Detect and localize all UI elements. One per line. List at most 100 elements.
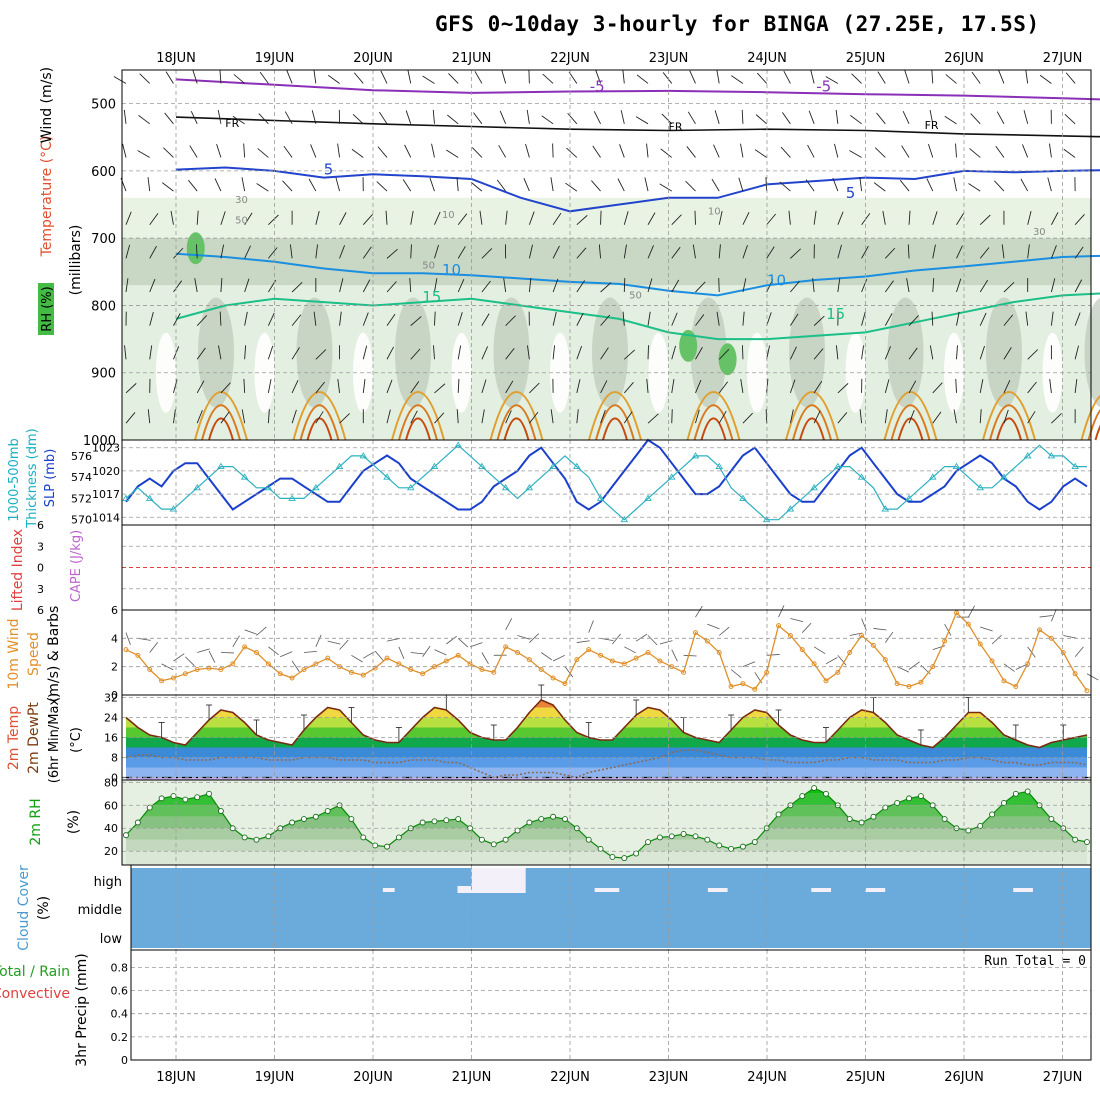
thickness-marker xyxy=(1023,452,1032,459)
wind-barb xyxy=(742,278,747,293)
rh-marker xyxy=(870,813,877,820)
wind-speed-marker xyxy=(942,638,948,644)
wind-barb xyxy=(968,183,981,192)
thickness-marker xyxy=(596,494,605,501)
bottom-date-label: 27JUN xyxy=(1043,1070,1083,1085)
warm-isotherm xyxy=(1094,424,1100,441)
rh-marker xyxy=(253,836,260,843)
wind-barb xyxy=(149,345,153,360)
wind-speed-marker xyxy=(870,642,876,648)
wind-barb xyxy=(190,110,198,125)
thickness-marker xyxy=(478,462,486,470)
wind-barb xyxy=(505,410,512,424)
rh-plume xyxy=(592,297,628,408)
wind-barb xyxy=(695,409,700,424)
wind-barb xyxy=(282,180,293,192)
surface-wind-barb xyxy=(185,656,195,667)
wind-barb xyxy=(481,248,493,259)
wind-barb xyxy=(337,143,341,158)
wind-barb xyxy=(623,349,636,360)
wind-speed-marker xyxy=(704,638,710,644)
rh-marker xyxy=(977,822,984,829)
wind-barb xyxy=(932,411,942,424)
wind-barb xyxy=(742,311,745,326)
thickness-marker xyxy=(810,483,818,491)
thickness-marker xyxy=(312,483,320,491)
surface-wind-barb xyxy=(1074,646,1084,658)
wind-speed-marker xyxy=(491,669,497,675)
wind-barb xyxy=(259,71,269,84)
warm-isotherm xyxy=(693,404,734,441)
thickness-marker xyxy=(335,462,344,470)
wind-barb xyxy=(291,314,302,326)
wind-barb xyxy=(647,311,651,326)
rh-contour-label: 10 xyxy=(442,210,455,221)
wind-barb xyxy=(149,213,159,225)
rh-marker xyxy=(751,839,758,845)
wind-barb xyxy=(362,312,369,326)
rh-marker xyxy=(597,845,604,852)
warm-isotherm xyxy=(201,404,241,441)
rh-marker xyxy=(170,793,177,800)
wind-barb xyxy=(173,247,184,259)
wind-barb xyxy=(402,179,412,192)
wind-barb xyxy=(243,378,246,393)
rh-plume xyxy=(986,297,1022,408)
precip-convective-title: Convective xyxy=(0,986,70,1002)
wind-barb xyxy=(1074,214,1085,226)
rh-marker xyxy=(716,842,723,849)
wind-speed-marker xyxy=(301,667,307,672)
wind-barb xyxy=(861,311,866,326)
cloud-gap xyxy=(457,886,472,893)
rh-marker xyxy=(965,827,972,834)
cloud-level-label: middle xyxy=(78,903,122,918)
surface-wind-barb xyxy=(635,633,648,642)
wind-barb xyxy=(1074,246,1084,259)
wind-barb xyxy=(457,279,465,293)
wind-speed-marker xyxy=(515,650,521,655)
rh-marker xyxy=(692,833,699,840)
wind-barb xyxy=(837,278,841,293)
rh-plume xyxy=(690,297,727,408)
wind-barb xyxy=(711,178,720,192)
surface-wind-barb xyxy=(434,649,447,656)
wind-barb xyxy=(257,148,269,158)
surface-wind-barb xyxy=(624,646,636,654)
wind-barb xyxy=(339,278,344,293)
warm-isotherm xyxy=(391,391,445,441)
wind-barb xyxy=(718,244,721,259)
wind-barb xyxy=(884,379,890,394)
thickness-marker xyxy=(739,494,747,501)
wind-speed-marker xyxy=(835,669,841,675)
thickness-marker xyxy=(240,473,249,480)
wind-barb xyxy=(576,247,587,259)
wind-barb xyxy=(188,179,198,192)
rh-tick-label: 20 xyxy=(104,845,118,858)
wind-barb xyxy=(832,177,839,192)
wind-speed-marker xyxy=(953,610,959,616)
wind-barb xyxy=(742,244,748,259)
top-date-label: 19JUN xyxy=(255,51,295,66)
wind-barb xyxy=(219,311,222,326)
wind-barb xyxy=(835,345,839,360)
wind-barb xyxy=(849,150,862,158)
wind-barb xyxy=(1003,314,1014,326)
wind-barb xyxy=(233,74,245,84)
wind-speed-marker xyxy=(657,658,663,664)
surface-wind-barb xyxy=(991,634,1002,645)
rh-marker xyxy=(811,785,818,791)
wind-barb xyxy=(1027,349,1039,360)
precip-tick-label: 0.4 xyxy=(111,1008,129,1021)
wind-barb xyxy=(808,110,815,124)
temperature-band xyxy=(126,717,1087,728)
axis-labels: high middle low Run Total = 0 18JUN 18JUN 19JU… xyxy=(0,51,1086,1085)
wind-barb xyxy=(217,109,222,124)
wind-speed-marker xyxy=(526,657,532,663)
bottom-date-label: 19JUN xyxy=(255,1070,295,1085)
rh-marker xyxy=(395,834,402,841)
wind-barb xyxy=(542,73,554,84)
wind-barb xyxy=(756,72,768,84)
surface-wind-barb xyxy=(1003,663,1015,672)
rh-marker xyxy=(1001,800,1007,806)
